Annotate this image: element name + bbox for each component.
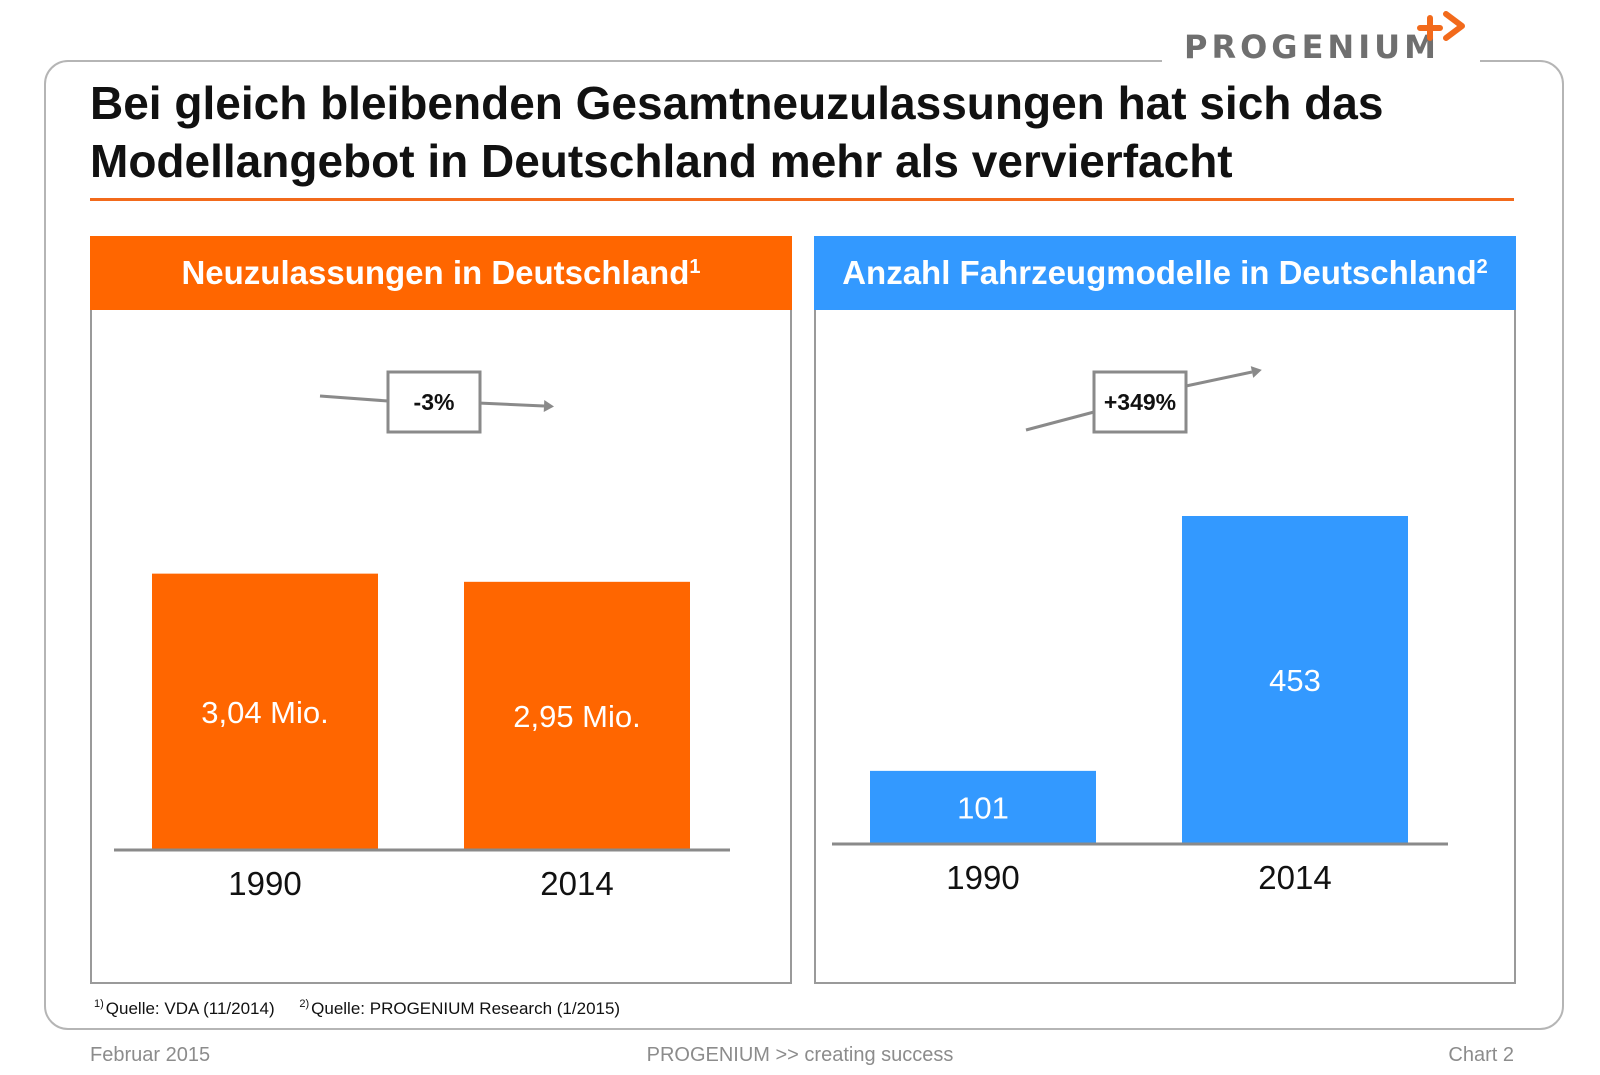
footnote-1: 1) Quelle: VDA (11/2014) <box>94 998 275 1018</box>
footnote-1-text: Quelle: VDA (11/2014) <box>105 998 275 1018</box>
panel-footnote-marker: 2 <box>1476 255 1488 278</box>
bar-value-label: 453 <box>1269 663 1321 698</box>
chart-fahrzeugmodelle: +349% 101 1990 453 2014 <box>832 366 1448 896</box>
footer-tagline: PROGENIUM >> creating success <box>646 1044 954 1066</box>
title-line-2: Modellangebot in Deutschland mehr als ve… <box>90 135 1233 187</box>
title-line-1: Bei gleich bleibenden Gesamtneuzulassung… <box>90 77 1384 129</box>
trend-arrow-line <box>1185 370 1253 388</box>
logo-text: PROGENIUM <box>1184 28 1440 66</box>
trend-arrow-head-icon <box>543 400 554 412</box>
plus-arrow-logo-icon <box>1417 11 1465 41</box>
panel-footnote-marker: 1 <box>689 255 701 278</box>
panel-neuzulassungen: Neuzulassungen in Deutschland 1 -3% 3,04 M… <box>90 236 792 984</box>
bar-2014 <box>464 581 690 850</box>
footnote-2: 2) Quelle: PROGENIUM Research (1/2015) <box>299 998 621 1018</box>
source-footnotes: 1) Quelle: VDA (11/2014) 2) Quelle: PROGEN… <box>94 998 640 1019</box>
footnote-2-marker: 2) <box>299 998 310 1010</box>
panel-fahrzeugmodelle: Anzahl Fahrzeugmodelle in Deutschland 2 +… <box>814 236 1516 984</box>
change-box <box>386 370 482 434</box>
bar-2014 <box>1182 516 1408 844</box>
trend-arrow-line <box>1025 410 1095 432</box>
bar-1990 <box>870 770 1096 844</box>
panel-header-neuzulassungen: Neuzulassungen in Deutschland 1 <box>90 236 792 310</box>
change-label: -3% <box>414 389 455 415</box>
bar-1990 <box>152 573 378 850</box>
footer-date: Februar 2015 <box>90 1044 211 1066</box>
footnote-2-text: Quelle: PROGENIUM Research (1/2015) <box>311 998 621 1018</box>
chart-neuzulassungen: -3% 3,04 Mio. 1990 2,95 Mio. 2014 <box>114 370 730 902</box>
panel-title-neuzulassungen: Neuzulassungen in Deutschland <box>181 254 690 291</box>
slide-frame <box>44 60 1564 1030</box>
slide-title: Bei gleich bleibenden Gesamtneuzulassung… <box>90 74 1510 190</box>
x-tick-label: 1990 <box>946 859 1019 896</box>
progenium-logo: PROGENIUM <box>1162 8 1480 70</box>
bar-value-label: 101 <box>957 790 1009 825</box>
footer-chart-number: Chart 2 <box>1448 1044 1514 1066</box>
change-label: +349% <box>1104 389 1176 415</box>
trend-arrow-line <box>319 394 389 403</box>
change-box <box>1092 370 1188 434</box>
x-tick-label: 2014 <box>540 865 613 902</box>
bar-value-label: 2,95 Mio. <box>513 699 641 734</box>
trend-arrow-line <box>477 401 545 408</box>
x-tick-label: 2014 <box>1258 859 1331 896</box>
panel-title-fahrzeugmodelle: Anzahl Fahrzeugmodelle in Deutschland <box>842 254 1477 291</box>
footnote-1-marker: 1) <box>94 998 104 1010</box>
panel-header-fahrzeugmodelle: Anzahl Fahrzeugmodelle in Deutschland 2 <box>814 236 1516 310</box>
bar-value-label: 3,04 Mio. <box>201 695 329 730</box>
x-tick-label: 1990 <box>228 865 301 902</box>
trend-arrow-head-icon <box>1250 366 1262 378</box>
title-divider <box>90 198 1514 201</box>
